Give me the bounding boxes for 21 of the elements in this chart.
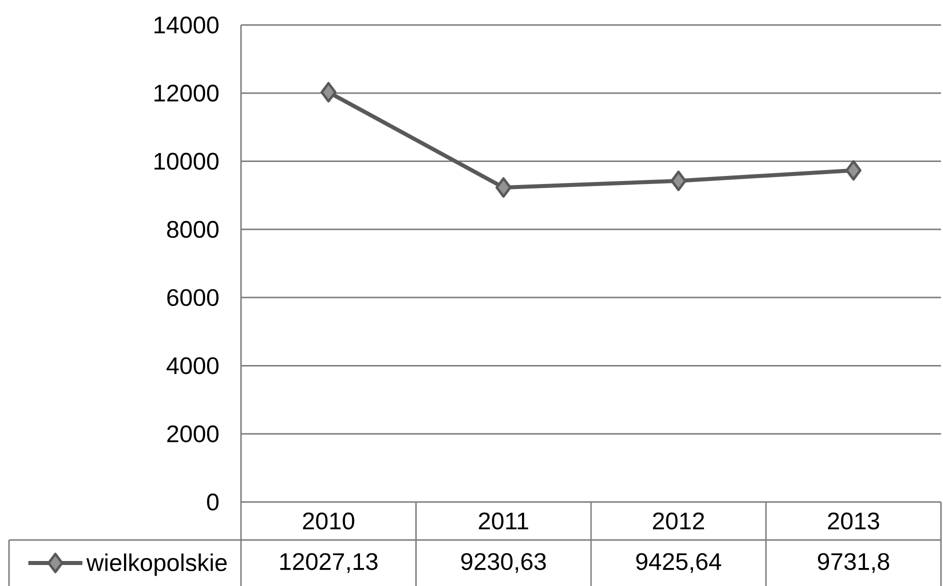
y-tick-label: 10000 — [154, 152, 219, 170]
y-tick-label: 12000 — [154, 84, 219, 102]
y-tick-label: 14000 — [154, 16, 219, 34]
x-tick-label: 2013 — [828, 512, 880, 530]
point — [845, 160, 862, 181]
x-tick-label: 2011 — [478, 512, 528, 530]
point — [670, 170, 686, 192]
y-tick-label: 0 — [207, 494, 219, 510]
y-tick-label: 2000 — [167, 425, 219, 442]
x-tick-label: 2012 — [653, 512, 704, 530]
y-tick-label: 8000 — [167, 220, 219, 238]
legend-label: wielkopolskie — [86, 554, 227, 576]
point — [320, 82, 337, 102]
data-label: 9425,64 — [636, 553, 722, 573]
point — [496, 177, 512, 198]
data-label: 9230,63 — [461, 553, 546, 573]
data-label: 12027,13 — [280, 553, 378, 573]
y-tick-label: 4000 — [166, 357, 219, 374]
data-label: 9731,8 — [818, 553, 890, 573]
y-tick-label: 6000 — [167, 289, 219, 306]
x-tick-label: 2010 — [303, 512, 354, 530]
